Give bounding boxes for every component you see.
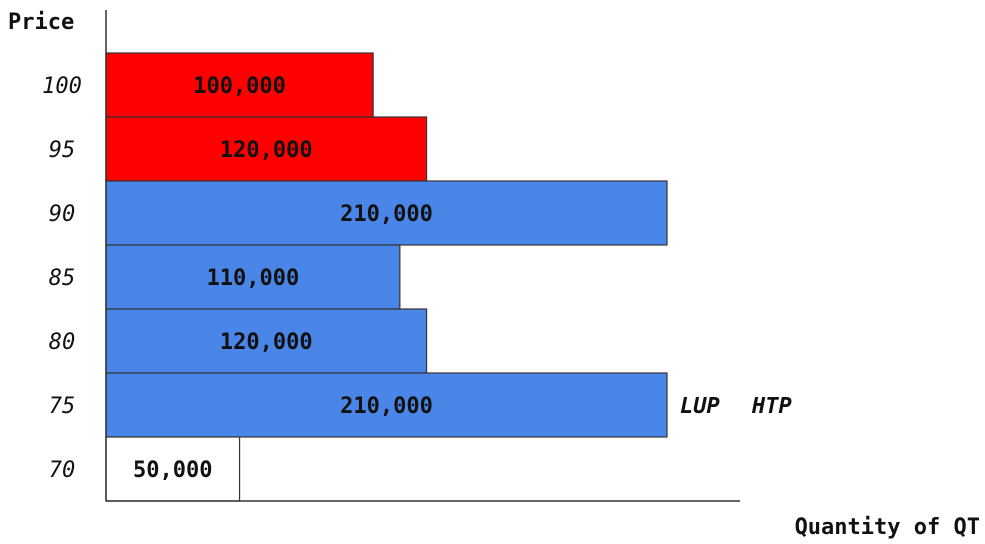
annotation-lup: LUP	[680, 394, 720, 419]
bar-95	[105, 116, 428, 182]
y-tick-label-90: 90	[49, 202, 76, 227]
y-tick-label-70: 70	[49, 458, 76, 483]
y-tick-label-95: 95	[49, 138, 76, 163]
y-tick-label-85: 85	[49, 266, 76, 291]
bar-80	[105, 308, 428, 374]
bar-85	[105, 244, 401, 310]
bar-100	[105, 52, 374, 118]
bar-75	[105, 372, 668, 438]
y-tick-labels: 100 95 90 85 80 75 70	[42, 74, 82, 483]
y-axis-title: Price	[8, 10, 74, 35]
bar-value-label-70: 50,000	[133, 458, 212, 483]
y-tick-label-100: 100	[42, 74, 82, 99]
annotations: LUP HTP	[680, 394, 792, 419]
x-axis-title: Quantity of QT	[795, 515, 980, 540]
y-tick-label-80: 80	[49, 330, 76, 355]
bar-value-label-90: 210,000	[340, 202, 433, 227]
bar-value-label-80: 120,000	[220, 330, 313, 355]
annotation-htp: HTP	[751, 394, 792, 419]
y-tick-label-75: 75	[49, 394, 76, 419]
bar-value-label-85: 110,000	[207, 266, 300, 291]
bar-value-labels: 100,000 120,000 210,000 110,000 120,000 210,0…	[133, 74, 433, 483]
bar-value-label-75: 210,000	[340, 394, 433, 419]
bar-90	[105, 180, 668, 246]
bar-value-label-95: 120,000	[220, 138, 313, 163]
bars-group	[105, 52, 668, 502]
bar-value-label-100: 100,000	[193, 74, 286, 99]
